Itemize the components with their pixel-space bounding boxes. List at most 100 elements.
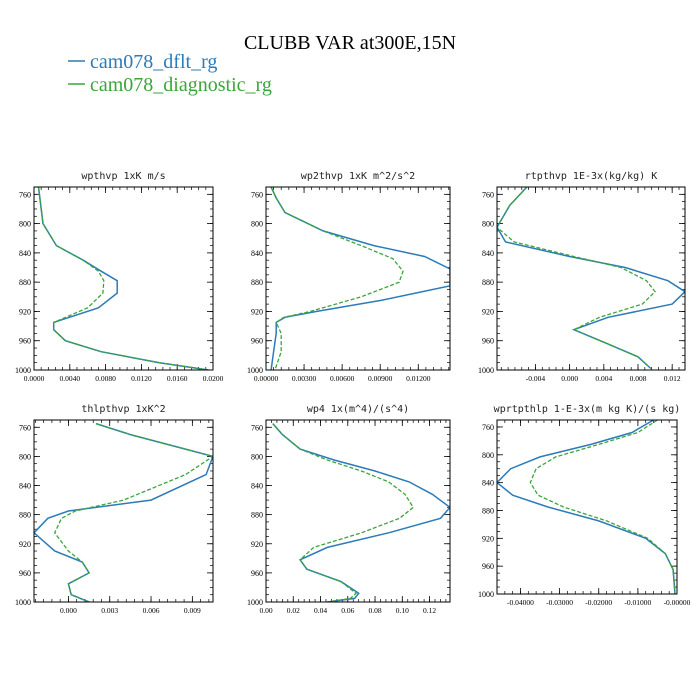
- x-tick-label: 0.000: [60, 606, 77, 615]
- panels-group: wpthvp 1xK m/s76080084088092096010000.00…: [15, 171, 691, 615]
- y-tick-label: 760: [19, 190, 31, 199]
- series-line-dflt: [270, 187, 450, 370]
- x-tick-label: 0.0160: [167, 374, 188, 383]
- y-tick-label: 1000: [247, 366, 263, 375]
- series-line-diagnostic: [272, 423, 415, 602]
- figure-title: CLUBB VAR at300E,15N: [244, 32, 456, 54]
- y-tick-label: 880: [251, 278, 263, 287]
- x-tick-label: -0.004: [526, 374, 546, 383]
- y-tick-label: 760: [482, 423, 494, 432]
- legend-label-dflt: cam078_dflt_rg: [90, 51, 217, 73]
- x-tick-label: 0.06: [341, 606, 354, 615]
- y-tick-label: 760: [251, 423, 263, 432]
- panel-frame: [33, 186, 214, 371]
- figure-legend: cam078_dflt_rg cam078_diagnostic_rg: [68, 51, 272, 96]
- x-tick-label: -0.01000: [624, 598, 651, 607]
- x-tick-label: 0.003: [101, 606, 118, 615]
- series-line-diagnostic: [270, 187, 404, 370]
- x-tick-label: 0.006: [143, 606, 160, 615]
- panel-2: wp2thvp 1xK m^2/s^2 760 800 840 880 920 960 100…: [247, 171, 451, 383]
- x-tick-label: 0.0120: [131, 374, 152, 383]
- y-tick-label: 920: [19, 540, 31, 549]
- x-tick-label: 0.00: [259, 606, 272, 615]
- y-tick-label: 880: [482, 506, 494, 515]
- y-tick-label: 800: [251, 220, 263, 229]
- y-tick-label: 840: [482, 479, 494, 488]
- y-tick-label: 760: [251, 190, 263, 199]
- panel-1: wpthvp 1xK m/s 760 800 840 880 920 960 1000 0.00…: [15, 171, 224, 383]
- panel-5: wp4 1x(m^4)/(s^4)76080084088092096010000…: [247, 404, 451, 615]
- y-tick-label: 920: [19, 307, 31, 316]
- panel-title: wprtpthlp 1-E-3x(m kg K)/(s kg): [494, 404, 681, 415]
- y-tick-label: 880: [19, 511, 31, 520]
- y-tick-label: 760: [19, 423, 31, 432]
- x-tick-label: 0.012: [664, 374, 681, 383]
- x-tick-label: 0.00600: [330, 374, 355, 383]
- panel-3: rtpthvp 1E-3x(kg/kg) K 760 800 840 880 920 960…: [478, 171, 686, 383]
- y-tick-label: 960: [482, 562, 494, 571]
- y-tick-label: 880: [19, 278, 31, 287]
- x-tick-label: 0.009: [184, 606, 201, 615]
- y-tick-label: 800: [19, 452, 31, 461]
- y-tick-label: 1000: [247, 598, 263, 607]
- panel-frame: [265, 419, 451, 603]
- x-tick-label: 0.004: [595, 374, 612, 383]
- x-tick-label: 0.0040: [59, 374, 80, 383]
- y-tick-label: 920: [482, 307, 494, 316]
- series-line-dflt: [272, 423, 450, 602]
- panel-6: wprtpthlp 1-E-3x(m kg K)/(s kg)760 800 840…: [478, 404, 691, 607]
- legend-label-diagnostic: cam078_diagnostic_rg: [90, 74, 272, 96]
- y-tick-label: 840: [19, 249, 31, 258]
- x-tick-label: 0.10: [396, 606, 409, 615]
- y-tick-label: 920: [482, 534, 494, 543]
- x-tick-label: -0.00000: [664, 598, 691, 607]
- series-line-diagnostic: [37, 187, 209, 370]
- y-tick-label: 800: [482, 451, 494, 460]
- y-tick-label: 760: [482, 190, 494, 199]
- x-tick-label: 0.008: [630, 374, 647, 383]
- x-tick-label: 0.0080: [95, 374, 116, 383]
- panel-4: thlpthvp 1xK^2 760 800 840 880 920 960 1000 0.00…: [15, 404, 214, 615]
- panel-frame: [265, 186, 451, 371]
- series-line-diagnostic: [53, 422, 213, 602]
- series-line-dflt: [497, 187, 685, 370]
- y-tick-label: 800: [482, 220, 494, 229]
- x-tick-label: 0.01200: [406, 374, 431, 383]
- y-tick-label: 880: [482, 278, 494, 287]
- y-tick-label: 1000: [478, 590, 494, 599]
- x-tick-label: -0.04000: [507, 598, 534, 607]
- x-tick-label: 0.02: [287, 606, 300, 615]
- y-tick-label: 840: [251, 249, 263, 258]
- panel-frame: [33, 419, 214, 603]
- series-line-diagnostic: [529, 420, 676, 594]
- x-tick-label: 0.0200: [203, 374, 224, 383]
- y-tick-label: 840: [19, 482, 31, 491]
- y-tick-label: 920: [251, 540, 263, 549]
- panel-title: wp4 1x(m^4)/(s^4): [307, 404, 409, 415]
- x-tick-label: 0.000: [561, 374, 578, 383]
- x-tick-label: 0.12: [423, 606, 436, 615]
- y-tick-label: 800: [19, 220, 31, 229]
- x-tick-label: -0.03000: [546, 598, 573, 607]
- series-line-dflt: [37, 187, 209, 370]
- y-tick-label: 1000: [478, 366, 494, 375]
- panel-frame: [496, 419, 678, 595]
- x-tick-label: 0.00300: [292, 374, 317, 383]
- y-tick-label: 840: [482, 249, 494, 258]
- x-tick-label: 0.00900: [368, 374, 393, 383]
- y-tick-label: 1000: [15, 598, 31, 607]
- y-tick-label: 960: [19, 337, 31, 346]
- y-tick-label: 800: [251, 452, 263, 461]
- panel-title: wp2thvp 1xK m^2/s^2: [301, 171, 415, 182]
- panel-title: wpthvp 1xK m/s: [81, 171, 165, 182]
- x-tick-label: 0.00000: [254, 374, 279, 383]
- x-tick-label: -0.02000: [585, 598, 612, 607]
- y-tick-label: 920: [251, 307, 263, 316]
- y-tick-label: 880: [251, 511, 263, 520]
- y-tick-label: 960: [251, 569, 263, 578]
- series-line-dflt: [34, 422, 213, 602]
- x-tick-label: 0.04: [314, 606, 327, 615]
- series-line-dflt: [497, 420, 676, 594]
- y-tick-label: 1000: [15, 366, 31, 375]
